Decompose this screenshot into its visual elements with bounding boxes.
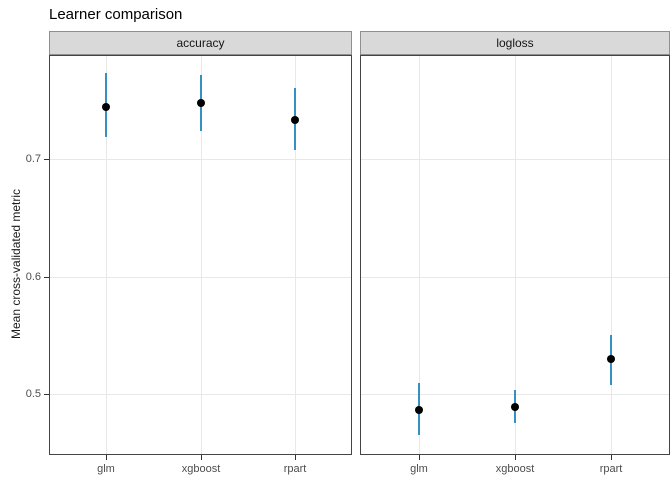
chart-title: Learner comparison: [49, 6, 183, 23]
x-axis-tick: [515, 455, 516, 460]
x-axis-tick: [295, 455, 296, 460]
horizontal-gridline: [361, 276, 669, 278]
x-axis-tick: [106, 455, 107, 460]
x-tick-label-xgboost: xgboost: [181, 463, 221, 475]
horizontal-gridline: [50, 159, 351, 161]
facet-strip-logloss: logloss: [360, 31, 670, 55]
horizontal-gridline: [361, 159, 669, 161]
point-logloss-glm: [415, 406, 423, 415]
x-axis-tick: [419, 455, 420, 460]
point-logloss-rpart: [607, 354, 615, 363]
vertical-gridline: [515, 56, 516, 454]
vertical-gridline: [611, 56, 612, 454]
x-tick-label-glm: glm: [97, 463, 115, 475]
y-tick-label-0.5: 0.5: [25, 388, 41, 400]
point-accuracy-rpart: [291, 115, 299, 124]
horizontal-gridline: [50, 276, 351, 278]
x-tick-label-rpart: rpart: [599, 463, 623, 475]
point-accuracy-glm: [102, 102, 110, 111]
facet-strip-label: accuracy: [176, 36, 225, 50]
x-tick-label-xgboost: xgboost: [495, 463, 535, 475]
y-axis-tick: [44, 159, 49, 160]
x-tick-label-glm: glm: [410, 463, 428, 475]
point-accuracy-xgboost: [197, 99, 205, 108]
y-axis-tick: [44, 277, 49, 278]
y-tick-label-0.6: 0.6: [25, 271, 41, 283]
vertical-gridline: [419, 56, 420, 454]
point-logloss-xgboost: [511, 402, 519, 411]
x-tick-label-rpart: rpart: [283, 463, 307, 475]
facet-strip-accuracy: accuracy: [49, 31, 352, 55]
panel-logloss: [360, 55, 670, 455]
y-axis-tick: [44, 394, 49, 395]
vertical-gridline: [295, 56, 296, 454]
y-tick-label-0.7: 0.7: [25, 153, 41, 165]
horizontal-gridline: [50, 394, 351, 395]
x-axis-tick: [611, 455, 612, 460]
vertical-gridline: [201, 56, 202, 454]
panel-accuracy: [49, 55, 352, 455]
x-axis-tick: [201, 455, 202, 460]
vertical-gridline: [106, 56, 107, 454]
facet-strip-label: logloss: [496, 36, 534, 50]
